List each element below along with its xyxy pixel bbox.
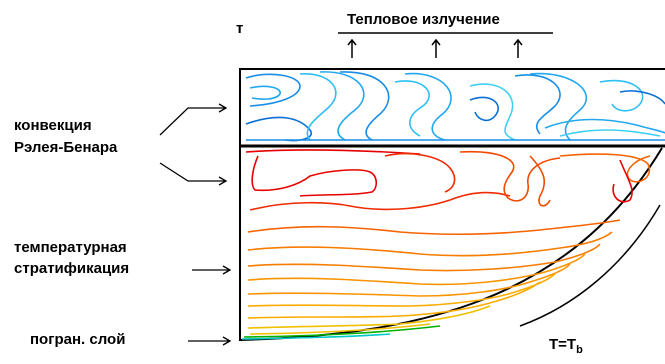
upper-layer-contours bbox=[245, 71, 665, 142]
lower-layer bbox=[239, 144, 665, 342]
red-contour bbox=[559, 153, 651, 183]
wall-temperature-subscript: b bbox=[576, 344, 583, 356]
up-arrow-icon bbox=[431, 38, 441, 58]
convection-lower-arrow-icon bbox=[159, 162, 228, 186]
red-contour bbox=[247, 231, 613, 257]
up-arrow-icon bbox=[513, 38, 523, 58]
red-contour bbox=[384, 152, 456, 193]
stratification-label-line2: стратификация bbox=[14, 260, 130, 277]
blue-contour bbox=[299, 73, 337, 141]
blue-contour bbox=[404, 72, 452, 141]
blue-contour bbox=[469, 83, 516, 141]
upper-layer bbox=[239, 68, 665, 147]
red-contour bbox=[459, 150, 561, 202]
blue-contour bbox=[619, 90, 665, 105]
wall-arc bbox=[519, 204, 661, 327]
blue-contour bbox=[559, 129, 661, 137]
blue-contour bbox=[469, 96, 499, 122]
stratification-arrow-icon bbox=[192, 265, 232, 275]
heat-radiation-label: Тепловое излучение bbox=[347, 11, 500, 28]
wall-temperature-main: T=T bbox=[549, 336, 577, 353]
red-contour bbox=[251, 155, 378, 197]
heat-radiation-arrows bbox=[338, 32, 553, 58]
stratification-label-line1: температурная bbox=[14, 239, 127, 256]
convection-label-line1: конвекция bbox=[14, 117, 92, 134]
blue-contour bbox=[339, 71, 390, 141]
red-contour bbox=[247, 243, 601, 272]
blue-contour bbox=[245, 73, 301, 107]
top-label: т bbox=[236, 20, 244, 37]
boundary-layer-arrow-icon bbox=[188, 336, 232, 346]
blue-contour bbox=[529, 72, 587, 141]
red-contour bbox=[247, 219, 621, 235]
blue-contour bbox=[514, 74, 561, 135]
blue-contour bbox=[249, 85, 281, 100]
convection-label-line2: Рэлея-Бенара bbox=[14, 139, 118, 156]
blue-contour bbox=[599, 79, 644, 112]
lower-layer-contours bbox=[241, 149, 651, 340]
red-contour bbox=[247, 281, 541, 319]
green-contour bbox=[243, 325, 441, 338]
blue-contour bbox=[319, 71, 365, 141]
red-contour bbox=[612, 159, 633, 203]
cyan-contour bbox=[241, 333, 391, 340]
red-contour bbox=[247, 263, 571, 297]
upper-layer-frame bbox=[239, 68, 665, 147]
blue-contour bbox=[245, 116, 313, 142]
pointer-arrows bbox=[159, 103, 232, 346]
blue-contour bbox=[544, 118, 665, 134]
red-contour bbox=[249, 323, 431, 335]
red-contour bbox=[247, 305, 491, 329]
red-contour bbox=[529, 155, 551, 207]
red-contour bbox=[249, 191, 511, 211]
wall-temperature-label: T=Tb bbox=[549, 336, 583, 359]
blue-contour bbox=[394, 80, 430, 137]
red-contour bbox=[247, 253, 586, 286]
up-arrow-icon bbox=[347, 38, 357, 58]
boundary-layer-label: погран. слой bbox=[30, 331, 126, 348]
red-contour bbox=[245, 149, 421, 155]
convection-upper-arrow-icon bbox=[159, 103, 228, 136]
